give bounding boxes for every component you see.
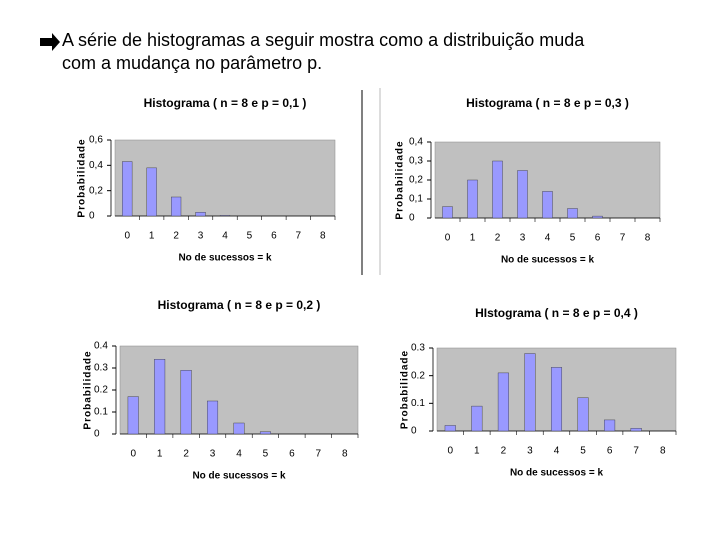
x-tick-label: 5: [570, 233, 576, 244]
bar: [122, 161, 133, 217]
y-tick-label: 0.2: [94, 385, 108, 396]
bar: [146, 167, 157, 217]
x-tick-label: 5: [263, 449, 269, 460]
x-tick-label: 8: [320, 231, 326, 242]
bar: [467, 179, 478, 219]
y-axis-label: Probabilidade: [395, 140, 406, 219]
x-tick-label: 4: [545, 233, 551, 244]
x-tick-label: 7: [633, 446, 639, 457]
bar: [171, 196, 182, 217]
heading-line: A série de histogramas a seguir mostra c…: [62, 30, 585, 50]
y-tick-label: 0.3: [411, 343, 425, 354]
x-tick-label: 6: [271, 231, 277, 242]
y-tick-label: 0,2: [89, 185, 103, 196]
x-tick-label: 1: [470, 233, 476, 244]
x-tick-label: 2: [495, 233, 501, 244]
x-tick-label: 3: [520, 233, 526, 244]
x-axis-label: No de sucessos = k: [501, 255, 595, 266]
y-tick-label: 0,3: [409, 156, 423, 167]
bar: [259, 431, 271, 435]
x-tick-label: 1: [474, 446, 480, 457]
x-axis-label: No de sucessos = k: [178, 253, 272, 264]
y-tick-label: 0.1: [411, 398, 425, 409]
bar: [195, 211, 206, 217]
x-tick-label: 6: [607, 446, 613, 457]
bar: [524, 353, 536, 432]
heading-line: com a mudança no parâmetro p.: [62, 53, 323, 73]
bar: [471, 405, 483, 432]
x-tick-label: 1: [149, 231, 155, 242]
x-tick-label: 0: [447, 446, 453, 457]
bar: [567, 208, 578, 219]
x-tick-label: 2: [183, 449, 189, 460]
bar: [592, 215, 603, 219]
y-tick-label: 0,4: [409, 137, 423, 148]
x-tick-label: 2: [173, 231, 179, 242]
x-tick-label: 0: [130, 449, 136, 460]
x-tick-label: 3: [527, 446, 533, 457]
bar: [219, 215, 231, 217]
x-tick-label: 6: [289, 449, 295, 460]
y-tick-label: 0: [411, 426, 417, 437]
bar: [233, 422, 245, 435]
x-tick-label: 1: [157, 449, 163, 460]
bar: [127, 396, 139, 435]
x-tick-label: 5: [247, 231, 253, 242]
x-tick-label: 8: [645, 233, 651, 244]
bar: [630, 428, 642, 432]
chart-title: Histograma ( n = 8 e p = 0,1 ): [144, 96, 307, 110]
y-tick-label: 0: [94, 429, 100, 440]
bar: [604, 419, 616, 432]
y-tick-label: 0,1: [409, 194, 423, 205]
bar: [154, 359, 166, 435]
bar: [444, 425, 456, 432]
bar: [492, 160, 503, 219]
bar: [550, 367, 563, 432]
x-tick-label: 3: [198, 231, 204, 242]
bar: [180, 370, 192, 435]
x-tick-label: 2: [501, 446, 507, 457]
x-tick-label: 5: [580, 446, 586, 457]
x-tick-label: 8: [660, 446, 666, 457]
x-tick-label: 6: [595, 233, 601, 244]
chart-title: Histograma ( n = 8 e p = 0,2 ): [158, 298, 321, 312]
x-tick-label: 7: [316, 449, 322, 460]
x-axis-label: No de sucessos = k: [192, 471, 286, 482]
x-tick-label: 8: [342, 449, 348, 460]
y-tick-label: 0,2: [409, 175, 423, 186]
x-tick-label: 4: [222, 231, 228, 242]
y-tick-label: 0.2: [411, 370, 425, 381]
y-tick-label: 0.4: [94, 341, 108, 352]
y-tick-label: 0: [89, 211, 95, 222]
x-tick-label: 7: [620, 233, 626, 244]
bar: [517, 170, 528, 219]
x-tick-label: 0: [124, 231, 130, 242]
x-tick-label: 0: [445, 233, 451, 244]
bar: [542, 191, 553, 219]
bullet-arrow: [40, 33, 60, 51]
x-tick-label: 4: [236, 449, 242, 460]
y-tick-label: 0.3: [94, 363, 108, 374]
x-axis-label: No de sucessos = k: [510, 468, 604, 479]
chart-title: HIstograma ( n = 8 e p = 0,4 ): [475, 306, 638, 320]
y-axis-label: Probabilidade: [400, 350, 411, 429]
y-axis-label: Probabilidade: [77, 138, 88, 217]
x-tick-label: 7: [296, 231, 302, 242]
bar: [442, 206, 453, 219]
y-axis-label: Probabilidade: [83, 350, 94, 429]
bar: [207, 400, 219, 435]
x-tick-label: 4: [554, 446, 560, 457]
chart-title: Histograma ( n = 8 e p = 0,3 ): [466, 96, 629, 110]
y-tick-label: 0,6: [89, 135, 103, 146]
bar: [497, 372, 509, 432]
x-tick-label: 3: [210, 449, 216, 460]
bar: [577, 397, 589, 432]
y-tick-label: 0,4: [89, 160, 103, 171]
y-tick-label: 0: [409, 213, 415, 224]
y-tick-label: 0.1: [94, 407, 108, 418]
